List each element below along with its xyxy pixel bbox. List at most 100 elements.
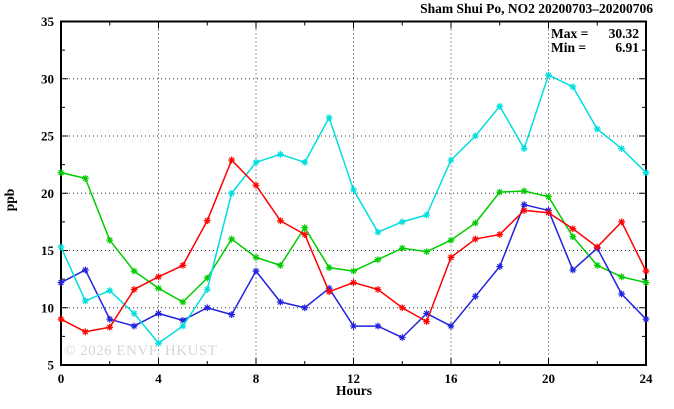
x-tick-label: 16 — [445, 371, 459, 386]
y-tick-label: 15 — [41, 243, 55, 258]
data-point-marker-red — [179, 261, 187, 269]
data-point-marker-cyan — [252, 158, 260, 166]
data-point-marker-green — [81, 174, 89, 182]
series-red — [57, 156, 650, 336]
data-point-marker-red — [130, 286, 138, 293]
data-point-marker-red — [325, 288, 333, 296]
data-point-marker-green — [130, 267, 138, 275]
data-point-marker-red — [81, 328, 89, 336]
data-point-marker-cyan — [471, 132, 479, 140]
data-point-marker-cyan — [130, 310, 138, 317]
data-point-marker-blue — [618, 290, 626, 298]
data-point-marker-red — [496, 231, 504, 238]
data-point-marker-blue — [496, 263, 504, 270]
data-point-marker-green — [106, 236, 114, 244]
stats-box: Max = 30.32 Min = 6.91 — [551, 27, 639, 55]
data-point-marker-blue — [447, 322, 455, 330]
data-point-marker-red — [301, 231, 309, 238]
data-point-marker-blue — [155, 310, 162, 317]
data-point-marker-blue — [130, 322, 138, 330]
data-point-marker-red — [423, 318, 431, 325]
data-point-marker-cyan — [423, 211, 431, 219]
data-point-marker-green — [593, 261, 601, 269]
data-point-marker-red — [228, 156, 236, 164]
data-point-marker-cyan — [179, 322, 187, 330]
data-point-marker-cyan — [57, 243, 65, 251]
data-point-marker-cyan — [618, 145, 626, 152]
data-point-marker-cyan — [642, 169, 650, 177]
series-green — [57, 169, 650, 306]
data-point-marker-blue — [569, 266, 577, 274]
data-point-marker-blue — [81, 266, 89, 274]
data-point-marker-red — [545, 209, 552, 217]
data-point-marker-cyan — [398, 218, 406, 226]
data-point-marker-red — [398, 304, 406, 312]
data-point-marker-cyan — [325, 114, 333, 122]
watermark: © 2026 ENVF, HKUST — [64, 343, 218, 359]
data-point-marker-red — [106, 323, 114, 331]
data-point-marker-blue — [106, 315, 114, 323]
data-point-marker-cyan — [350, 186, 357, 194]
data-point-marker-cyan — [545, 71, 552, 79]
data-point-marker-cyan — [203, 286, 211, 293]
data-point-marker-green — [155, 284, 162, 292]
data-point-marker-cyan — [593, 125, 601, 133]
x-tick-label: 20 — [542, 371, 555, 386]
data-point-marker-blue — [301, 304, 309, 312]
data-point-marker-cyan — [520, 145, 528, 152]
data-point-marker-green — [203, 274, 211, 282]
y-tick-label: 20 — [41, 186, 54, 201]
data-point-marker-cyan — [447, 156, 455, 164]
data-point-marker-green — [423, 248, 431, 256]
data-point-marker-cyan — [106, 287, 114, 294]
y-axis-label: ppb — [2, 188, 17, 212]
data-point-marker-blue — [179, 316, 187, 324]
stat-max-value: 30.32 — [608, 26, 639, 41]
data-point-marker-blue — [325, 284, 333, 292]
grid — [61, 21, 646, 365]
series-line-cyan — [60, 74, 647, 344]
data-point-marker-blue — [398, 334, 406, 341]
y-tick-label: 10 — [41, 300, 54, 315]
data-point-marker-red — [155, 273, 162, 281]
data-point-marker-green — [545, 193, 552, 201]
data-point-marker-green — [569, 233, 577, 241]
y-tick-label: 35 — [41, 14, 55, 29]
ticks: 0 4 8 12 16 20 24 5 10 15 20 25 30 35 — [41, 14, 653, 386]
data-point-marker-cyan — [81, 297, 89, 305]
data-point-marker-red — [642, 267, 650, 275]
data-point-marker-red — [252, 181, 260, 189]
data-point-marker-green — [374, 256, 382, 264]
stat-max-label: Max = — [551, 26, 589, 41]
data-point-marker-red — [203, 217, 211, 225]
data-point-marker-blue — [423, 310, 431, 317]
data-point-marker-red — [374, 286, 382, 293]
data-point-marker-blue — [374, 322, 382, 330]
x-tick-label: 8 — [253, 371, 260, 386]
data-point-marker-green — [301, 224, 309, 231]
data-point-marker-red — [569, 225, 577, 233]
data-point-marker-green — [447, 236, 455, 244]
data-point-marker-green — [57, 169, 65, 177]
data-point-marker-blue — [276, 298, 284, 306]
data-point-marker-green — [398, 244, 406, 252]
data-point-marker-cyan — [228, 189, 236, 197]
data-point-marker-cyan — [496, 102, 504, 110]
data-point-marker-red — [276, 217, 284, 225]
y-tick-label: 25 — [41, 129, 55, 144]
data-point-marker-green — [276, 261, 284, 269]
y-tick-label: 30 — [41, 71, 54, 86]
data-point-marker-blue — [203, 304, 211, 312]
data-point-marker-green — [179, 298, 187, 306]
data-point-marker-green — [228, 235, 236, 243]
data-point-marker-green — [252, 253, 260, 261]
data-point-marker-blue — [252, 267, 260, 275]
x-tick-label: 12 — [347, 371, 360, 386]
data-point-marker-red — [447, 253, 455, 261]
data-point-marker-blue — [228, 311, 236, 319]
data-point-marker-green — [520, 187, 528, 195]
stat-min-value: 6.91 — [615, 40, 639, 55]
y-tick-label: 5 — [48, 358, 55, 373]
